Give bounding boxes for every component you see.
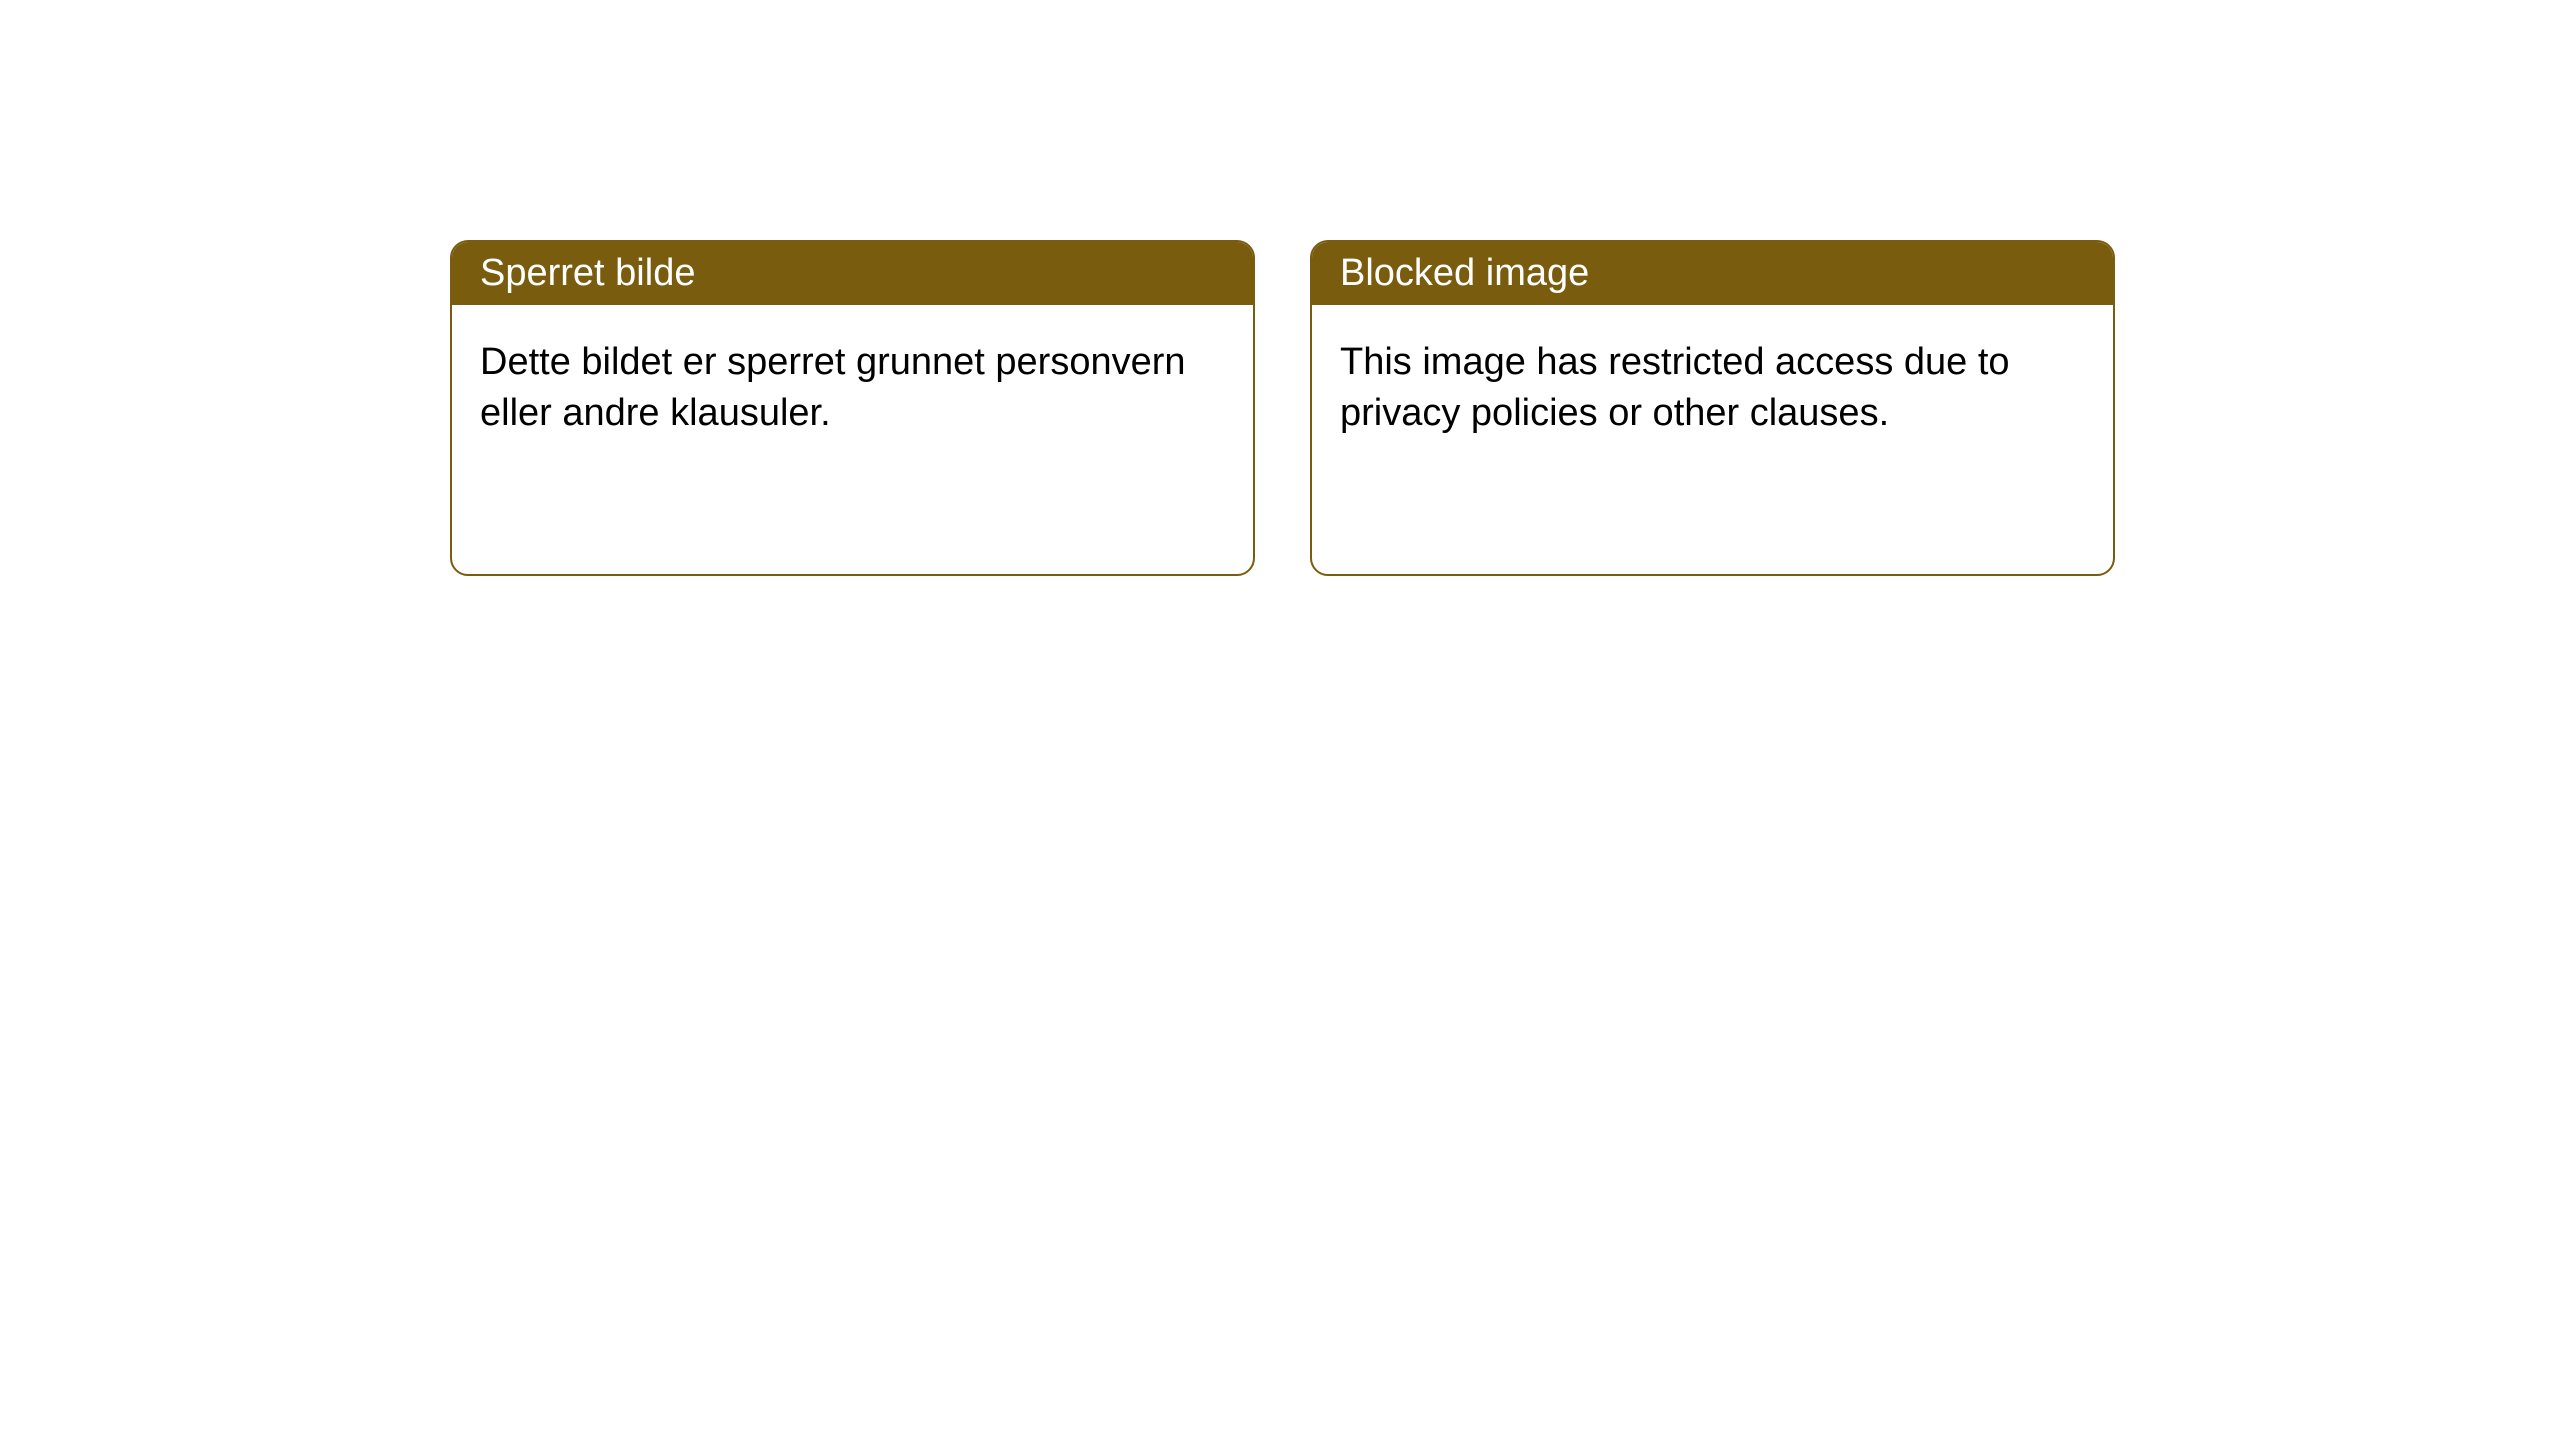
notice-card-english: Blocked image This image has restricted … <box>1310 240 2115 576</box>
notice-header: Sperret bilde <box>452 242 1253 305</box>
notice-header: Blocked image <box>1312 242 2113 305</box>
notice-body: This image has restricted access due to … <box>1312 305 2113 472</box>
notice-card-norwegian: Sperret bilde Dette bildet er sperret gr… <box>450 240 1255 576</box>
notice-title: Sperret bilde <box>480 252 695 294</box>
notice-message: Dette bildet er sperret grunnet personve… <box>480 341 1186 434</box>
notice-message: This image has restricted access due to … <box>1340 341 2010 434</box>
notice-title: Blocked image <box>1340 252 1589 294</box>
notice-body: Dette bildet er sperret grunnet personve… <box>452 305 1253 472</box>
notice-container: Sperret bilde Dette bildet er sperret gr… <box>0 0 2560 576</box>
